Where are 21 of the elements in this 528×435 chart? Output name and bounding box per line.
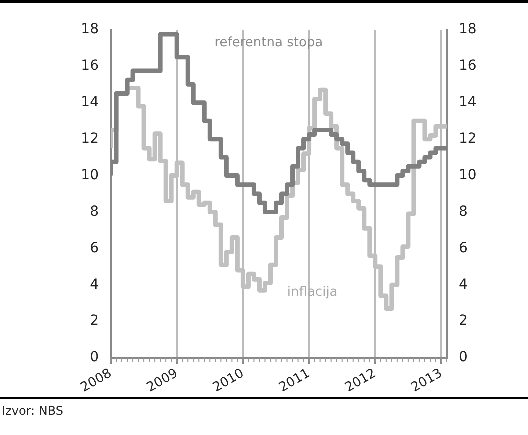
y2-tick-label: 14 [81, 94, 100, 111]
y-tick-label: 12 [459, 130, 477, 147]
y-tick-label: 18 [459, 22, 477, 38]
y-tick-label: 0 [459, 350, 468, 366]
y-tick-label: 14 [459, 94, 477, 111]
y-tick-label: 6 [459, 240, 468, 256]
text: Izvor: NBS [2, 404, 64, 418]
y2-tick-label: 10 [81, 167, 99, 184]
y2-tick-label: 4 [90, 276, 100, 293]
y-tick-label: 8 [459, 204, 468, 220]
y2-tick-label: 16 [81, 58, 100, 74]
y-tick-label: 10 [459, 167, 477, 184]
y2-tick-label: 8 [90, 204, 99, 220]
y-tick-label: 4 [459, 276, 468, 293]
y2-tick-label: 0 [90, 350, 99, 366]
y2-tick-label: 12 [81, 130, 99, 147]
y-tick-label: 16 [459, 58, 477, 74]
y-tick-label: 2 [459, 313, 468, 330]
y2-tick-label: 2 [90, 313, 99, 330]
y2-tick-label: 18 [81, 22, 99, 38]
y2-tick-label: 6 [90, 240, 100, 256]
